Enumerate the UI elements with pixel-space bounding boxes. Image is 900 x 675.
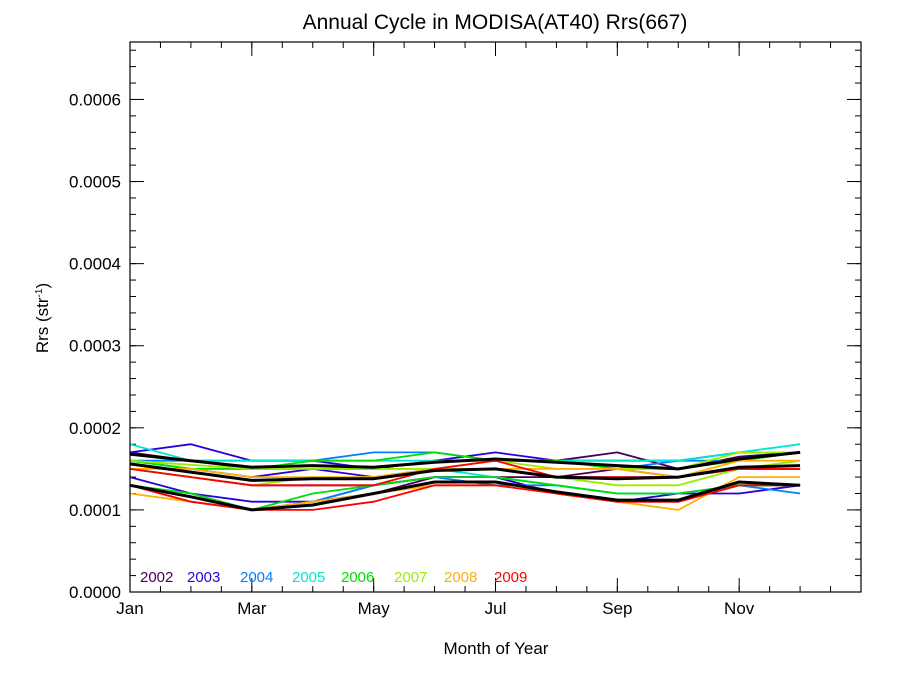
- legend-entry-2002: 2002: [140, 569, 173, 586]
- y-axis-label-main: Rrs (str: [33, 297, 52, 353]
- plot-area: 0.0000 0.0001 0.0002 0.0003 0.0004 0.0005 0.00…: [69, 41, 862, 618]
- legend-entry-2003: 2003: [187, 569, 220, 586]
- y-tick-label: 0.0002: [69, 419, 121, 438]
- series-line-mean: [129, 462, 801, 482]
- legend-entry-2004: 2004: [240, 569, 273, 586]
- y-tick-label: 0.0005: [69, 173, 121, 192]
- y-tick-label: 0.0003: [69, 337, 121, 356]
- legend-entry-2009: 2009: [494, 569, 527, 586]
- legend-entry-2007: 2007: [394, 569, 427, 586]
- y-tick-label: 0.0006: [69, 90, 121, 109]
- x-axis-label: Month of Year: [444, 639, 549, 658]
- y-tick-label: 0.0004: [69, 255, 121, 274]
- plot-frame: [129, 41, 862, 593]
- series-line-mean: [129, 480, 801, 512]
- legend-entry-2005: 2005: [292, 569, 325, 586]
- series-line-2005: [129, 443, 801, 462]
- x-tick-label: Sep: [602, 599, 632, 618]
- series-line-mean: [129, 450, 801, 471]
- legend-entry-2008: 2008: [444, 569, 477, 586]
- x-tick-label: May: [358, 599, 391, 618]
- y-tick-label: 0.0000: [69, 583, 121, 602]
- x-tick-label: Mar: [237, 599, 267, 618]
- x-tick-label: Jul: [485, 599, 507, 618]
- legend-entry-2006: 2006: [341, 569, 374, 586]
- y-axis-label-end: ): [33, 283, 52, 289]
- x-tick-label: Jan: [116, 599, 143, 618]
- chart-title: Annual Cycle in MODISA(AT40) Rrs(667): [303, 11, 688, 34]
- y-tick-label: 0.0001: [69, 501, 121, 520]
- y-axis-label-superscript: -1: [34, 288, 45, 297]
- y-axis-label: Rrs (str-1): [33, 283, 52, 353]
- x-tick-label: Nov: [724, 599, 755, 618]
